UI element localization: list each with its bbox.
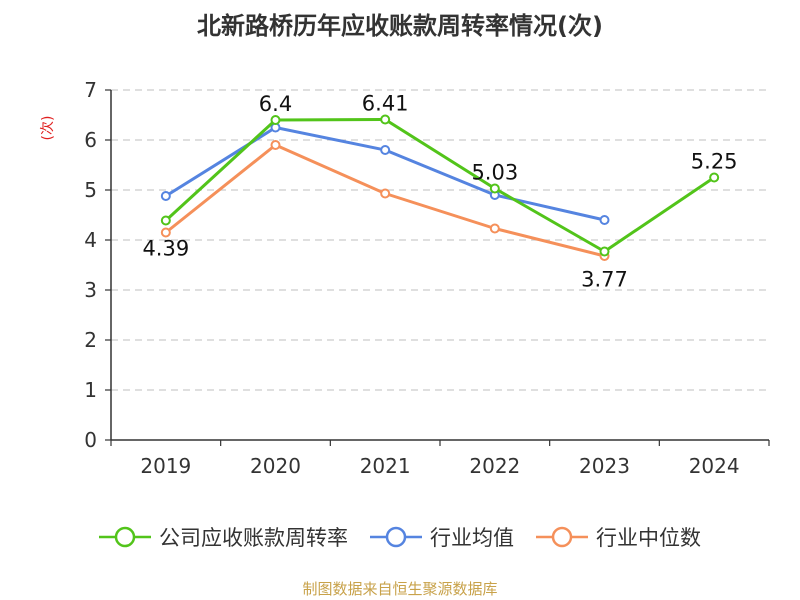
legend-marker-icon bbox=[370, 526, 422, 548]
y-tick-label: 2 bbox=[84, 328, 97, 352]
data-point bbox=[599, 215, 610, 225]
data-point bbox=[380, 145, 391, 155]
legend-marker-icon bbox=[99, 526, 151, 548]
data-point bbox=[160, 215, 171, 226]
legend-marker-icon bbox=[536, 526, 588, 548]
legend-item[interactable]: 行业均值 bbox=[370, 522, 514, 552]
data-point bbox=[489, 223, 500, 234]
data-label: 5.03 bbox=[471, 161, 518, 185]
legend-label: 行业均值 bbox=[430, 526, 514, 550]
data-point bbox=[380, 188, 391, 199]
data-label: 6.4 bbox=[259, 92, 292, 116]
data-point bbox=[160, 227, 171, 238]
legend-label: 行业中位数 bbox=[596, 526, 701, 550]
data-point bbox=[599, 246, 610, 257]
y-tick-label: 7 bbox=[84, 78, 97, 102]
axes: 0 1 2 3 4 5 6 7 2019 2020 2021 2022 2023 2024 bbox=[84, 78, 770, 478]
legend-circle bbox=[114, 526, 136, 548]
legend-circle bbox=[385, 526, 407, 548]
y-tick-label: 4 bbox=[84, 228, 97, 252]
legend-item[interactable]: 行业中位数 bbox=[536, 522, 701, 552]
x-tick-label: 2021 bbox=[360, 454, 411, 478]
source-note: 制图数据来自恒生聚源数据库 bbox=[302, 580, 498, 598]
y-tick-label: 3 bbox=[84, 278, 97, 302]
series bbox=[160, 114, 720, 261]
chart-title: 北新路桥历年应收账款周转率情况(次) bbox=[197, 12, 603, 40]
series-line bbox=[164, 118, 716, 253]
data-label: 3.77 bbox=[581, 268, 628, 292]
y-tick-label: 5 bbox=[84, 178, 97, 202]
x-tick-label: 2022 bbox=[469, 454, 520, 478]
x-tick-label: 2019 bbox=[140, 454, 191, 478]
legend-label: 公司应收账款周转率 bbox=[159, 526, 348, 550]
data-point bbox=[380, 114, 391, 125]
data-point bbox=[709, 172, 720, 183]
data-point bbox=[160, 191, 171, 201]
data-labels: 4.39 6.4 6.41 5.03 3.77 5.25 bbox=[142, 92, 737, 292]
grid-lines bbox=[111, 89, 769, 391]
legend-circle bbox=[551, 526, 573, 548]
y-tick-label: 0 bbox=[84, 428, 97, 452]
y-tick-label: 6 bbox=[84, 128, 97, 152]
x-tick-label: 2024 bbox=[689, 454, 740, 478]
x-tick-label: 2020 bbox=[250, 454, 301, 478]
series-line bbox=[165, 126, 605, 222]
x-tick-label: 2023 bbox=[579, 454, 630, 478]
y-axis-label: (次) bbox=[40, 116, 56, 141]
data-label: 6.41 bbox=[362, 92, 409, 116]
data-point bbox=[489, 183, 500, 194]
legend-item[interactable]: 公司应收账款周转率 bbox=[99, 522, 348, 552]
data-label: 5.25 bbox=[691, 150, 738, 174]
data-point bbox=[270, 140, 281, 150]
y-tick-label: 1 bbox=[84, 378, 97, 402]
data-label: 4.39 bbox=[142, 237, 189, 261]
data-point bbox=[270, 115, 281, 125]
legend: 公司应收账款周转率 行业均值 行业中位数 bbox=[0, 522, 800, 552]
